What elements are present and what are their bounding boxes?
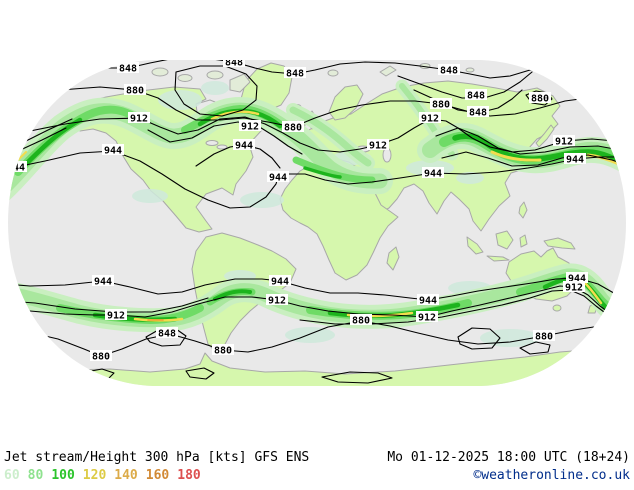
- svg-text:880: 880: [531, 94, 549, 105]
- contour-label-912: 912: [419, 112, 441, 125]
- svg-text:944: 944: [271, 277, 289, 288]
- svg-text:944: 944: [269, 173, 287, 184]
- contour-label-912: 912: [367, 139, 389, 152]
- legend-value-120: 120: [82, 468, 107, 483]
- svg-text:912: 912: [555, 137, 573, 148]
- island-sulawesi: [519, 234, 528, 248]
- wind-speed-legend: 60 80 100 120 140 160 180: [4, 468, 209, 483]
- svg-text:880: 880: [432, 100, 450, 111]
- svg-text:880: 880: [92, 352, 110, 363]
- svg-text:944: 944: [566, 155, 584, 166]
- svg-text:848: 848: [467, 91, 485, 102]
- contour-label-944: 944: [269, 275, 291, 288]
- chart-footer: Jet stream/Height 300 hPa [kts] GFS ENS …: [0, 450, 634, 483]
- contour-label-912: 912: [416, 311, 438, 324]
- contour-label-880: 880: [124, 84, 146, 97]
- svg-text:880: 880: [535, 332, 553, 343]
- contour-label-880: 880: [282, 121, 304, 134]
- svg-text:848: 848: [225, 58, 243, 69]
- svg-text:912: 912: [565, 283, 583, 294]
- island-sumatra: [466, 236, 484, 255]
- contour-label-944: 944: [92, 275, 114, 288]
- contour-label-912: 912: [266, 294, 288, 307]
- svg-text:912: 912: [107, 311, 125, 322]
- svg-text:944: 944: [568, 274, 586, 285]
- svg-text:912: 912: [241, 122, 259, 133]
- region-scandinavia: [328, 84, 364, 121]
- svg-text:944: 944: [7, 163, 25, 174]
- legend-value-100: 100: [51, 468, 75, 483]
- contour-label-848: 848: [117, 62, 139, 75]
- svg-text:944: 944: [94, 277, 112, 288]
- contour-label-848: 848: [465, 89, 487, 102]
- svg-text:944: 944: [104, 146, 122, 157]
- svg-text:880: 880: [126, 86, 144, 97]
- svg-text:880: 880: [214, 346, 232, 357]
- contour-label-848: 848: [467, 106, 489, 119]
- svg-text:848: 848: [440, 66, 458, 77]
- contour-label-880: 880: [529, 92, 551, 105]
- island-borneo: [495, 230, 514, 250]
- svg-text:944: 944: [419, 296, 437, 307]
- contour-label-880: 880: [533, 330, 555, 343]
- contour-label-912: 912: [128, 112, 150, 125]
- contour-label-848: 848: [438, 64, 460, 77]
- legend-value-140: 140: [114, 468, 138, 483]
- contour-label-848: 848: [223, 58, 245, 69]
- contour-label-880: 880: [212, 344, 234, 357]
- svg-text:912: 912: [130, 114, 148, 125]
- island-new-guinea: [543, 237, 576, 250]
- contour-label-944: 944: [267, 171, 289, 184]
- contour-label-944: 944: [564, 153, 586, 166]
- island-tasmania: [552, 304, 562, 312]
- svg-text:912: 912: [369, 141, 387, 152]
- contour-label-944: 944: [102, 144, 124, 157]
- contour-label-944: 944: [7, 161, 27, 174]
- chart-datetime: Mo 01-12-2025 18:00 UTC (18+24): [387, 450, 630, 465]
- contour-loop-hudson: [174, 65, 258, 117]
- island-java: [486, 255, 510, 262]
- island-madagascar: [386, 246, 400, 271]
- svg-text:944: 944: [424, 169, 442, 180]
- contour-label-912: 912: [563, 281, 585, 294]
- legend-value-80: 80: [27, 468, 44, 483]
- contour-label-912: 912: [553, 135, 575, 148]
- contour-label-880: 880: [90, 350, 112, 363]
- contour-label-944: 944: [566, 272, 588, 285]
- arctic-islands: [151, 63, 475, 93]
- svg-text:848: 848: [469, 108, 487, 119]
- contour-label-912: 912: [239, 120, 261, 133]
- contour-label-880: 880: [430, 98, 452, 111]
- copyright-notice: ©weatheronline.co.uk: [473, 468, 630, 483]
- contour-label-848: 848: [156, 327, 178, 340]
- contour-label-912: 912: [105, 309, 127, 322]
- svg-text:880: 880: [352, 316, 370, 327]
- contour-label-944: 944: [422, 167, 444, 180]
- great-lakes: [205, 140, 219, 146]
- svg-text:848: 848: [119, 64, 137, 75]
- legend-value-60: 60: [4, 468, 20, 483]
- svg-text:880: 880: [284, 123, 302, 134]
- islands-philippines: [518, 201, 528, 219]
- svg-text:912: 912: [421, 114, 439, 125]
- legend-value-160: 160: [145, 468, 170, 483]
- contour-label-944: 944: [417, 294, 439, 307]
- svg-text:944: 944: [235, 141, 253, 152]
- contour-label-944: 944: [233, 139, 255, 152]
- contour-912-north: [8, 116, 626, 153]
- chart-title: Jet stream/Height 300 hPa [kts] GFS ENS: [4, 450, 310, 465]
- svg-text:848: 848: [286, 69, 304, 80]
- svg-text:848: 848: [158, 329, 176, 340]
- svg-text:912: 912: [418, 313, 436, 324]
- contour-label-848: 848: [284, 67, 306, 80]
- island-japan: [535, 124, 555, 148]
- contour-label-880: 880: [350, 314, 372, 327]
- svg-text:912: 912: [268, 296, 286, 307]
- legend-value-180: 180: [177, 468, 201, 483]
